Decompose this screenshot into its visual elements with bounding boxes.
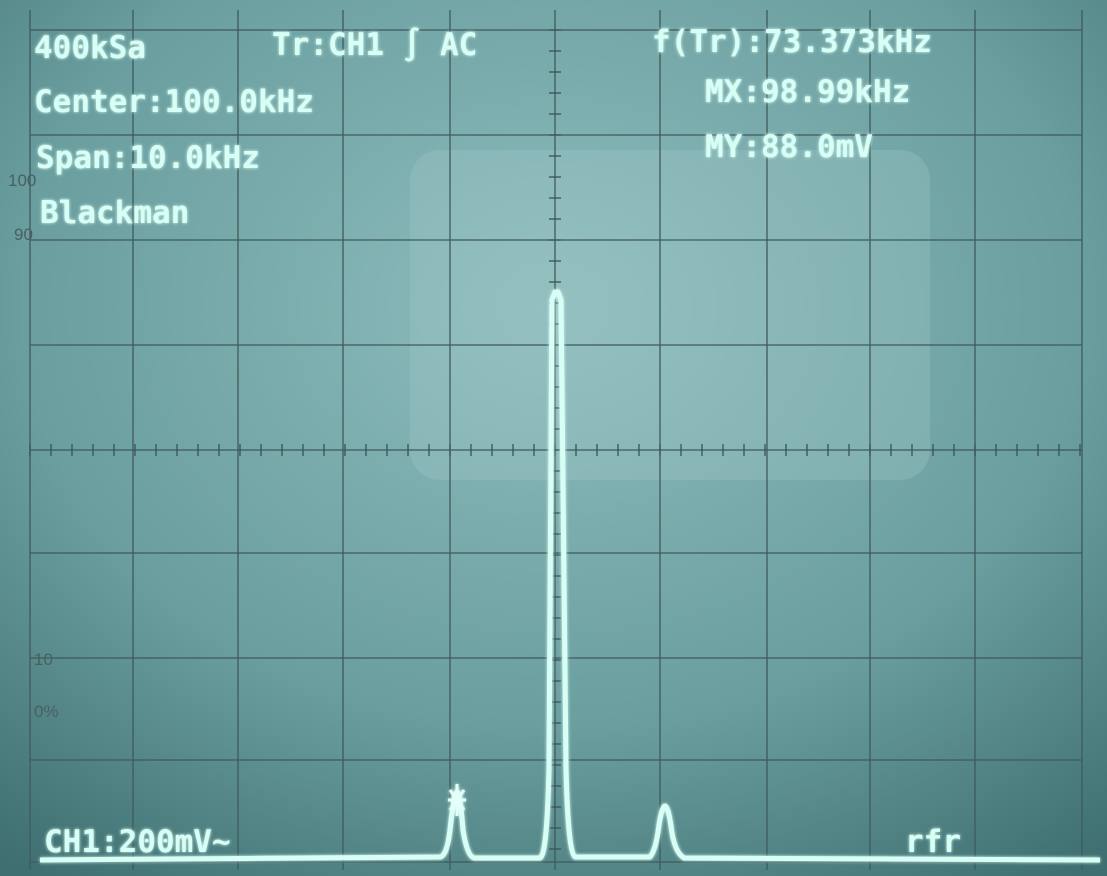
readout: 400kSa — [34, 30, 146, 66]
page: 100 90 10 0% 400kSa Tr:CH1 ∫ AC f(Tr):73… — [0, 0, 1107, 876]
readout: rfr — [905, 824, 961, 860]
readout: CH1:200mV~ — [44, 824, 231, 860]
readout: MX:98.99kHz — [705, 74, 910, 110]
graticule-label: 10 — [34, 650, 53, 669]
reflection — [410, 150, 930, 480]
readout: Span:10.0kHz — [36, 140, 260, 176]
graticule-label: 100 — [8, 171, 36, 190]
readout: Tr:CH1 ∫ AC — [272, 27, 477, 63]
graticule-label: 90 — [14, 225, 33, 244]
readout: f(Tr):73.373kHz — [652, 24, 932, 60]
oscilloscope-screen: 100 90 10 0% 400kSa Tr:CH1 ∫ AC f(Tr):73… — [0, 0, 1107, 876]
readout: MY:88.0mV — [705, 129, 873, 165]
readout: Center:100.0kHz — [34, 84, 314, 120]
graticule-label: 0% — [34, 702, 59, 721]
readout: Blackman — [40, 195, 189, 231]
